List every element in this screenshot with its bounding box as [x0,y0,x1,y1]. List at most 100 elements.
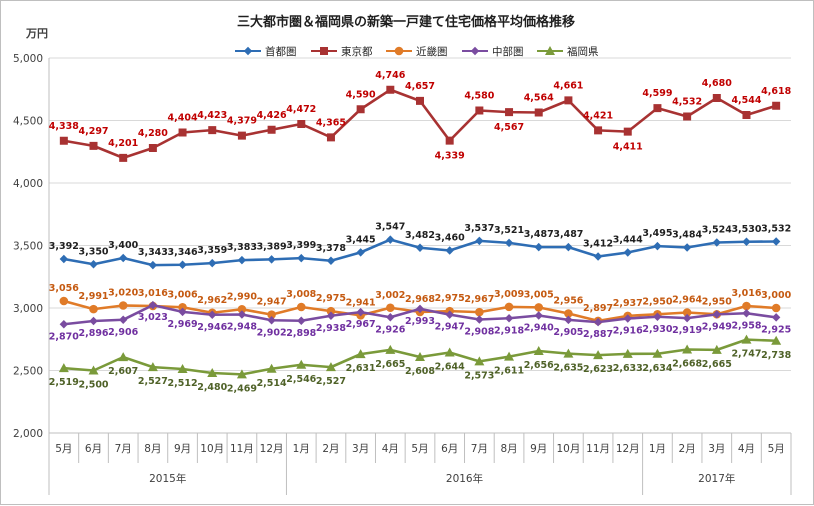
data-label: 4,297 [78,126,108,137]
data-point [564,315,573,325]
data-point [325,362,336,372]
data-point [119,253,128,263]
data-point [297,316,306,325]
data-point [267,255,276,264]
y-tick-label: 2,500 [13,366,43,378]
data-label: 2,665 [702,359,732,370]
legend-entry-label: 福岡県 [567,45,599,58]
data-point [386,303,395,313]
data-point [475,236,484,246]
data-label: 3,009 [494,289,524,300]
data-label: 2,512 [168,378,198,389]
x-tick-label: 5月 [411,443,428,455]
data-label: 2,896 [78,328,108,339]
data-label: 3,359 [197,245,227,256]
data-label: 2,991 [78,291,108,302]
x-tick-label: 7月 [471,443,488,455]
data-label: 2,870 [49,331,79,342]
data-point [682,344,693,354]
data-label: 4,339 [435,151,465,162]
data-point [89,141,98,150]
data-point [505,108,514,117]
y-axis-unit-label: 万円 [25,27,48,40]
data-point [236,369,247,379]
data-point [742,111,751,119]
x-tick-label: 11月 [586,443,610,455]
data-point [177,364,188,373]
data-label: 2,668 [672,359,702,370]
data-label: 2,747 [731,349,761,360]
data-label: 4,404 [168,113,198,124]
data-point [119,315,128,324]
x-tick-label: 3月 [352,443,369,455]
x-tick-label: 1月 [649,443,666,455]
data-point [474,356,485,366]
data-point [504,238,514,248]
data-label: 2,975 [435,293,465,304]
data-point [445,310,454,319]
data-label: 4,661 [553,80,583,91]
data-label: 2,902 [257,327,287,338]
data-label: 3,400 [108,240,138,251]
data-label: 2,905 [553,327,583,338]
data-point [356,307,365,317]
data-label: 2,514 [257,378,287,389]
data-label: 4,379 [227,116,257,127]
x-tick-label: 8月 [144,443,161,455]
data-point [178,302,187,312]
data-label: 3,524 [702,225,732,236]
data-point [533,346,544,355]
data-label: 4,201 [108,138,138,149]
data-point [148,144,157,152]
year-group-label: 2017年 [698,472,735,485]
data-point [148,300,158,310]
data-label: 3,495 [642,228,672,239]
data-label: 3,399 [286,240,316,251]
data-point [682,308,692,317]
data-label: 2,975 [316,293,346,304]
x-tick-label: 6月 [441,443,458,455]
data-point [682,243,692,252]
data-label: 3,530 [731,224,761,235]
data-point [504,351,515,361]
data-label: 3,547 [375,222,405,233]
data-point [89,304,98,314]
data-point [415,243,425,252]
data-point [266,363,277,373]
data-label: 3,378 [316,243,346,254]
data-point [623,314,632,323]
legend-swatch-marker [470,46,480,56]
data-label: 2,948 [227,322,257,333]
data-label: 2,908 [464,327,494,338]
data-label: 3,445 [346,234,376,245]
data-point [267,316,276,325]
data-label: 3,444 [613,235,643,246]
data-point [445,136,454,145]
data-label: 2,950 [642,296,672,307]
data-label: 4,544 [731,95,761,106]
data-point [416,96,424,105]
data-point [385,344,396,354]
data-point [207,368,218,377]
data-point [297,120,306,128]
data-point [712,238,721,247]
data-point [415,352,425,361]
x-tick-label: 12月 [616,443,640,455]
data-label: 3,056 [49,283,79,294]
data-label: 2,611 [494,366,524,377]
data-point [386,313,395,322]
legend: 首都圏 東京都 近畿圏 中部圏 福岡県 [235,45,599,58]
data-label: 2,947 [257,297,287,308]
data-point [415,304,425,314]
data-label: 4,564 [524,93,554,104]
data-point [563,348,574,358]
data-point [296,359,307,369]
data-point [326,311,336,320]
data-label: 2,968 [405,294,435,305]
data-point [326,256,336,265]
data-label: 2,993 [405,316,435,327]
y-tick-label: 2,000 [13,428,43,440]
data-label: 3,537 [464,223,494,234]
data-label: 2,938 [316,323,346,334]
